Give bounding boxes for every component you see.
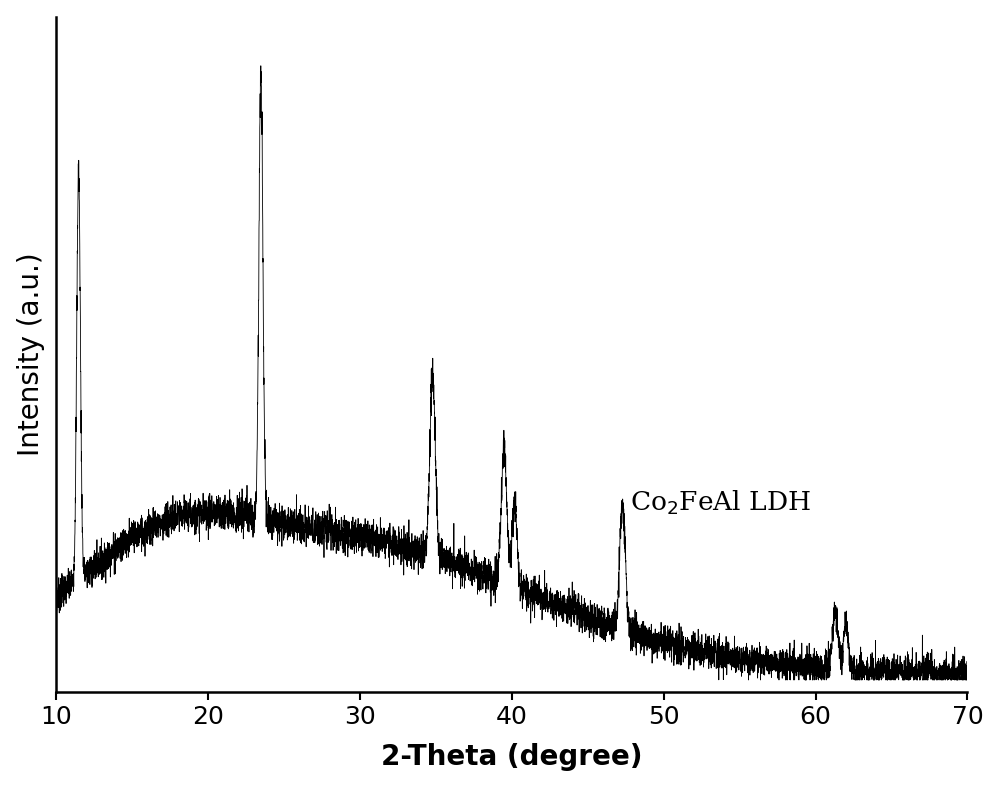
Text: Co$_2$FeAl LDH: Co$_2$FeAl LDH bbox=[630, 489, 811, 518]
X-axis label: 2-Theta (degree): 2-Theta (degree) bbox=[381, 743, 642, 771]
Y-axis label: Intensity (a.u.): Intensity (a.u.) bbox=[17, 253, 45, 456]
